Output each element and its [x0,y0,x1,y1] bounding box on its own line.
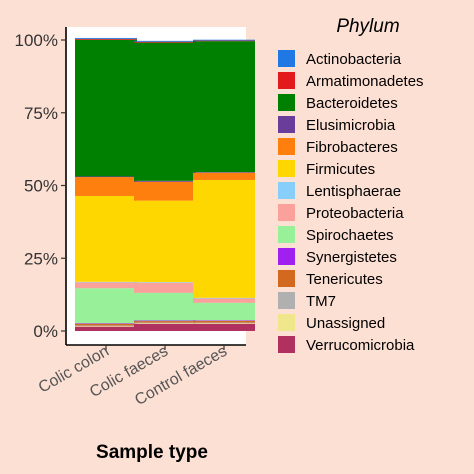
bar-segment-actinobacteria-1 [75,37,137,39]
legend-swatch [278,138,295,155]
bar-segment-proteobacteria-1 [75,282,137,289]
bar-segment-lentisphaerae-1 [75,281,137,283]
bar-segment-unassigned-3 [193,323,255,324]
y-tick-label: 0% [33,322,58,341]
legend-swatch [278,292,295,309]
legend-label: Tenericutes [306,271,383,288]
legend-swatch [278,116,295,133]
bar-segment-synergistetes-2 [134,320,196,322]
bar-segment-verrucomicrobia-2 [134,323,196,331]
legend-label: Verrucomicrobia [306,337,415,354]
bar-segment-lentisphaerae-2 [134,282,196,283]
bar-segment-spirochaetes-1 [75,288,137,324]
y-tick-label: 25% [24,249,58,268]
legend-swatch [278,270,295,287]
bar-segment-proteobacteria-2 [134,282,196,293]
y-tick-label: 50% [24,177,58,196]
legend-label: Fibrobacteres [306,139,398,156]
bar-segment-verrucomicrobia-1 [75,326,137,331]
bar-segment-tm7-3 [193,322,255,324]
legend-swatch [278,226,295,243]
legend-swatch [278,204,295,221]
legend-title: Phylum [336,16,399,37]
bar-segment-elusimicrobia-3 [193,172,255,173]
legend-label: Actinobacteria [306,51,402,68]
y-axis: 0% 25% 50% 75% 100% [15,27,67,345]
bar-segment-tm7-1 [75,325,137,327]
legend-swatch [278,336,295,353]
bar-segment-synergistetes-1 [75,323,137,324]
bar-segment-unassigned-2 [134,323,196,324]
bar-segment-elusimicrobia-2 [134,180,196,182]
y-tick-label: 100% [15,31,58,50]
bar-segment-tm7-2 [134,322,196,324]
bar-segment-actinobacteria-3 [193,39,255,41]
bar-segment-firmicutes-2 [134,200,196,283]
bar-segment-firmicutes-1 [75,195,137,282]
bar-segment-proteobacteria-3 [193,298,255,303]
legend-swatch [278,72,295,89]
legend-swatch [278,50,295,67]
bar-segment-bacteroidetes-1 [75,39,137,177]
bar-segment-spirochaetes-2 [134,292,196,321]
bar-segment-synergistetes-3 [193,320,255,321]
bar-segment-fibrobacteres-2 [134,181,196,201]
x-axis-title: Sample type [96,442,208,463]
legend-label: Lentisphaerae [306,183,401,200]
bar-segment-bacteroidetes-2 [134,42,196,181]
bar-segment-spirochaetes-3 [193,302,255,321]
bar-segment-bacteroidetes-3 [193,41,255,173]
bar-segment-armatimonadetes-2 [134,41,196,43]
bar-segment-tenericutes-2 [134,321,196,323]
bar-segment-armatimonadetes-3 [193,40,255,42]
legend-swatch [278,160,295,177]
bar-segment-fibrobacteres-3 [193,172,255,180]
legend-label: Spirochaetes [306,227,394,244]
bar-segment-tenericutes-1 [75,323,137,326]
legend-label: Proteobacteria [306,205,404,222]
legend-label: Bacteroidetes [306,95,398,112]
legend: Actinobacteria Armatimonadetes Bacteroidet… [278,50,424,354]
legend-label: Synergistetes [306,249,397,266]
bar-segment-elusimicrobia-1 [75,176,137,178]
legend-swatch [278,94,295,111]
legend-label: Firmicutes [306,161,375,178]
legend-label: TM7 [306,293,336,310]
bar-segment-tenericutes-3 [193,320,255,323]
legend-swatch [278,314,295,331]
legend-label: Unassigned [306,315,385,332]
legend-swatch [278,182,295,199]
bar-segment-fibrobacteres-1 [75,177,137,196]
bar-segment-unassigned-1 [75,326,137,327]
y-tick-label: 75% [24,104,58,123]
legend-label: Elusimicrobia [306,117,396,134]
bar-segment-actinobacteria-2 [134,40,196,42]
bars-group [75,37,255,331]
bar-segment-armatimonadetes-1 [75,38,137,40]
bar-segment-firmicutes-3 [193,179,255,298]
legend-swatch [278,248,295,265]
bar-segment-lentisphaerae-3 [193,297,255,299]
bar-segment-verrucomicrobia-3 [193,323,255,331]
legend-label: Armatimonadetes [306,73,424,90]
